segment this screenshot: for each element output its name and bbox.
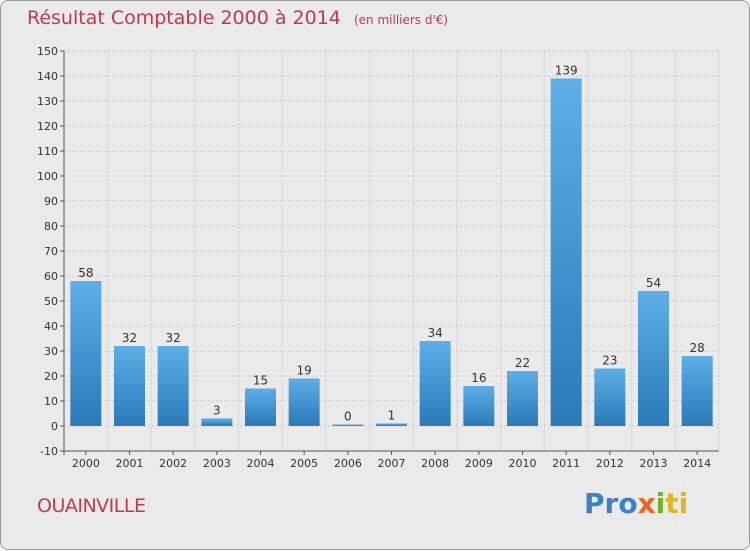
bar <box>638 291 669 426</box>
bar <box>288 378 320 426</box>
logo-part: x <box>637 487 656 520</box>
data-label: 34 <box>428 326 443 340</box>
chart-title: Résultat Comptable 2000 à 2014 (en milli… <box>27 7 448 29</box>
x-tick-label: 2010 <box>509 457 537 470</box>
bar <box>157 346 189 426</box>
data-label: 28 <box>690 341 705 355</box>
data-label: 3 <box>213 404 221 418</box>
y-tick-label: -10 <box>40 445 58 458</box>
bar <box>550 78 582 426</box>
bar <box>114 346 145 426</box>
x-tick-label: 2004 <box>247 457 275 470</box>
y-tick-label: 90 <box>44 195 58 208</box>
data-label: 0 <box>344 410 352 424</box>
data-label: 1 <box>388 409 396 423</box>
y-tick-label: 110 <box>37 145 58 158</box>
y-tick-label: 80 <box>44 220 58 233</box>
x-tick-label: 2005 <box>290 457 318 470</box>
labels: -100102030405060708090100110120130140150… <box>37 45 711 470</box>
y-tick-label: 50 <box>44 295 58 308</box>
y-tick-label: 130 <box>37 95 58 108</box>
y-tick-label: 70 <box>44 245 58 258</box>
bars <box>70 78 713 426</box>
bar <box>376 423 407 426</box>
proxiti-logo: Proxiti <box>584 487 688 520</box>
data-label: 139 <box>555 64 578 78</box>
y-tick-label: 120 <box>37 120 58 133</box>
x-tick-label: 2006 <box>334 457 362 470</box>
bar <box>419 341 451 426</box>
bar <box>594 368 626 426</box>
x-tick-label: 2013 <box>640 457 668 470</box>
y-tick-label: 20 <box>44 370 58 383</box>
x-tick-label: 2012 <box>596 457 624 470</box>
y-tick-label: 10 <box>44 395 58 408</box>
y-tick-label: 40 <box>44 320 58 333</box>
x-tick-label: 2008 <box>421 457 449 470</box>
bar <box>245 388 276 426</box>
data-label: 32 <box>166 331 181 345</box>
y-tick-label: 140 <box>37 70 58 83</box>
logo-part: i <box>655 487 666 520</box>
bar <box>463 386 495 426</box>
y-tick-label: 0 <box>51 420 58 433</box>
bar <box>507 371 538 426</box>
x-tick-label: 2007 <box>378 457 406 470</box>
x-tick-label: 2009 <box>465 457 493 470</box>
bar <box>681 356 713 426</box>
x-tick-label: 2000 <box>72 457 100 470</box>
y-tick-label: 60 <box>44 270 58 283</box>
title-text: Résultat Comptable 2000 à 2014 <box>27 7 341 29</box>
y-tick-label: 100 <box>37 170 58 183</box>
logo-part: Pro <box>584 487 638 520</box>
data-label: 15 <box>253 374 268 388</box>
axes <box>60 50 719 455</box>
x-tick-label: 2011 <box>552 457 580 470</box>
bar <box>201 418 233 426</box>
x-tick-label: 2014 <box>683 457 711 470</box>
x-tick-label: 2001 <box>116 457 144 470</box>
data-label: 32 <box>122 331 137 345</box>
data-label: 16 <box>471 371 486 385</box>
data-label: 54 <box>646 276 661 290</box>
x-tick-label: 2003 <box>203 457 231 470</box>
logo-part: ti <box>665 487 689 520</box>
data-label: 19 <box>297 364 312 378</box>
y-tick-label: 150 <box>37 45 58 58</box>
bar <box>332 424 364 426</box>
bar <box>70 281 102 426</box>
x-tick-label: 2002 <box>159 457 187 470</box>
data-label: 58 <box>78 266 93 280</box>
subtitle-text: (en milliers d'€) <box>353 13 449 27</box>
data-label: 22 <box>515 356 530 370</box>
y-tick-label: 30 <box>44 345 58 358</box>
commune-name: OUAINVILLE <box>37 495 146 517</box>
data-label: 23 <box>602 354 617 368</box>
